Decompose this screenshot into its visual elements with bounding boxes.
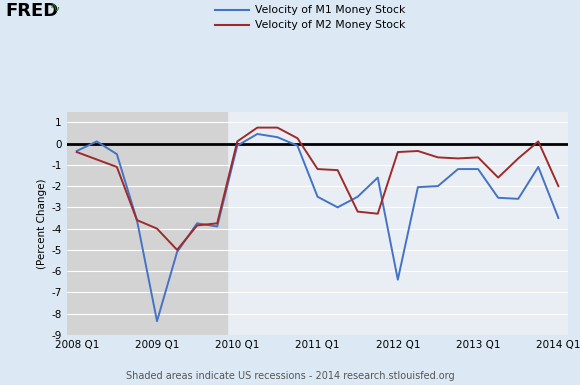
Bar [67,112,227,335]
Text: Velocity of M2 Money Stock: Velocity of M2 Money Stock [255,20,405,30]
Text: Shaded areas indicate US recessions - 2014 research.stlouisfed.org: Shaded areas indicate US recessions - 20… [126,371,454,381]
Text: Velocity of M1 Money Stock: Velocity of M1 Money Stock [255,5,405,15]
Text: FRED: FRED [6,2,59,20]
Y-axis label: (Percent Change): (Percent Change) [37,178,48,269]
Text: ∿: ∿ [49,2,60,15]
